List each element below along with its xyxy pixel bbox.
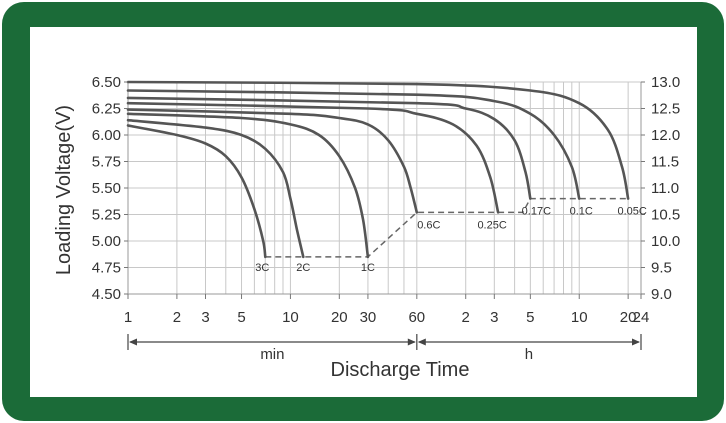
- unit-range-arrow: [407, 338, 416, 346]
- y-right-tick-label: 13.0: [651, 74, 680, 91]
- curve-3C: [126, 124, 267, 259]
- y-left-tick-label: 5.00: [92, 233, 121, 250]
- y-right-tick-label: 11.0: [651, 180, 679, 197]
- unit-label-h: h: [525, 346, 533, 363]
- y-left-tick-label: 4.75: [92, 260, 121, 277]
- x-tick-label: 24: [633, 309, 650, 326]
- x-tick-label: 2: [462, 309, 470, 326]
- y-left-tick-label: 4.50: [92, 286, 121, 303]
- curve-label-0.05C: 0.05C: [617, 206, 646, 218]
- curve-label-3C: 3C: [255, 262, 269, 274]
- unit-range-arrow: [632, 338, 640, 346]
- x-tick-label: 30: [360, 309, 377, 326]
- end-voltage-line: [265, 197, 629, 258]
- x-tick-label: 20: [620, 309, 637, 326]
- curve-0.05C: [126, 80, 630, 200]
- y-right-tick-label: 10.0: [651, 233, 680, 250]
- x-axis-label: Discharge Time: [331, 359, 470, 381]
- y-right-tick-label: 9.5: [651, 260, 672, 277]
- curve-0.1C: [126, 89, 581, 200]
- x-tick-label: 3: [201, 309, 209, 326]
- y-axis-label: Loading Voltage(V): [53, 105, 75, 275]
- discharge-chart: 6.50 6.25 6.00 5.75 5.50 5.25 5.00 4.75 4.50 13.0…: [53, 74, 680, 381]
- y-right-tick-label: 11.5: [651, 154, 679, 171]
- curve-label-0.25C: 0.25C: [477, 219, 506, 231]
- labels: 6.50 6.25 6.00 5.75 5.50 5.25 5.00 4.75 4.50 13.0…: [92, 74, 680, 363]
- curve-label-2C: 2C: [296, 262, 310, 274]
- x-tick-label: 60: [408, 309, 425, 326]
- y-right-tick-label: 10.5: [651, 207, 680, 224]
- unit-range-arrow: [129, 338, 137, 346]
- y-left-tick-label: 6.50: [92, 74, 121, 91]
- x-tick-label: 10: [282, 309, 299, 326]
- unit-label-min: min: [260, 346, 284, 363]
- y-left-tick-label: 5.50: [92, 180, 121, 197]
- y-left-tick-label: 5.25: [92, 207, 121, 224]
- chart-panel: 6.50 6.25 6.00 5.75 5.50 5.25 5.00 4.75 4.50 13.0…: [30, 27, 697, 397]
- y-right-tick-label: 12.0: [651, 127, 680, 144]
- curve-label-1C: 1C: [361, 262, 375, 274]
- curve-2C: [126, 118, 305, 259]
- y-right-tick-label: 9.0: [651, 286, 672, 303]
- y-right-tick-label: 12.5: [651, 101, 680, 118]
- y-left-tick-label: 6.00: [92, 127, 121, 144]
- curve-0.17C: [126, 96, 532, 200]
- x-tick-label: 2: [173, 309, 181, 326]
- unit-range-arrow: [417, 338, 426, 346]
- x-tick-label: 1: [124, 309, 132, 326]
- curve-0.25C: [126, 101, 500, 214]
- curve-label-0.17C: 0.17C: [522, 206, 551, 218]
- x-tick-label: 5: [237, 309, 245, 326]
- curve-label-0.1C: 0.1C: [570, 206, 593, 218]
- curve-1C: [126, 112, 370, 259]
- x-tick-label: 3: [490, 309, 498, 326]
- x-tick-label: 10: [571, 309, 588, 326]
- grid: [127, 81, 642, 295]
- curve-0.6C: [126, 108, 419, 214]
- curves: [126, 80, 630, 259]
- y-left-tick-label: 5.75: [92, 154, 121, 171]
- curve-label-0.6C: 0.6C: [417, 219, 440, 231]
- x-tick-label: 5: [526, 309, 534, 326]
- x-tick-label: 20: [331, 309, 348, 326]
- y-left-tick-label: 6.25: [92, 101, 121, 118]
